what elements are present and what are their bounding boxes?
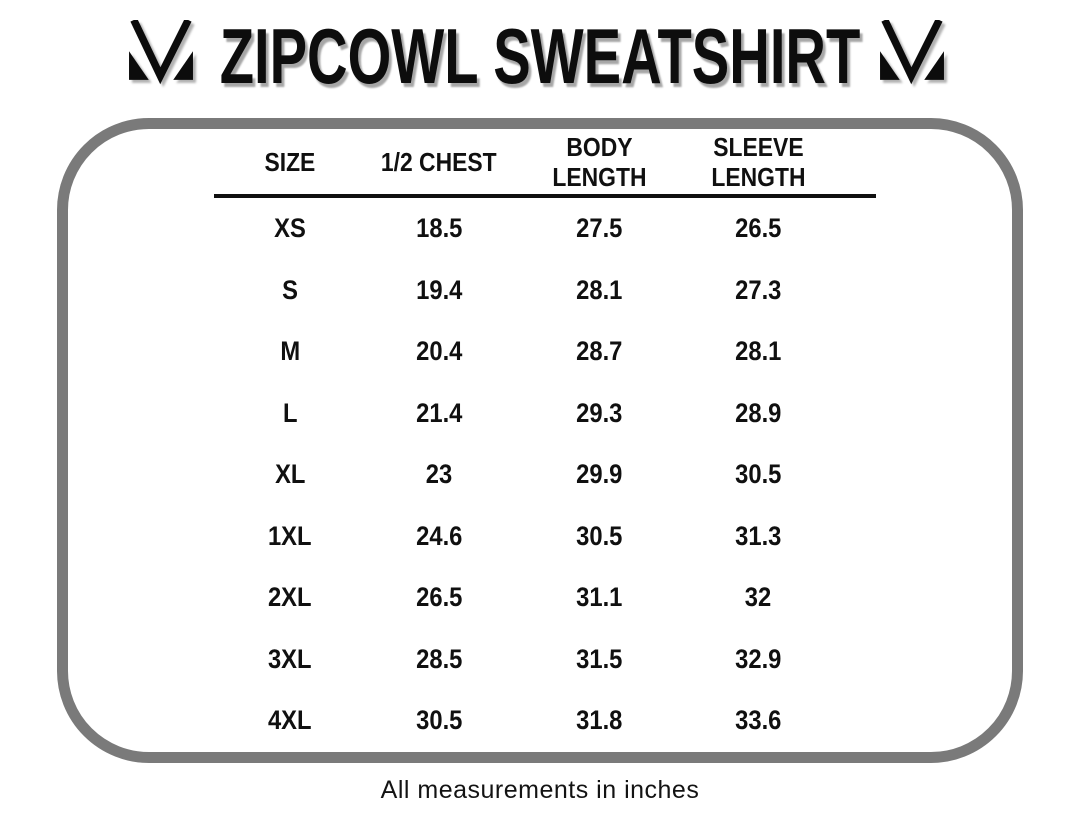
half-chest-cell: 21.4 [366, 398, 512, 429]
column-header-size: SIZE [214, 147, 366, 177]
cell-value: 19.4 [415, 274, 463, 305]
cell-value: 28.7 [575, 336, 623, 367]
half-chest-cell: 28.5 [366, 644, 512, 675]
half-chest-cell: 24.6 [366, 521, 512, 552]
column-header-label: BODY LENGTH [551, 131, 647, 192]
cell-value: 29.3 [575, 397, 623, 428]
cell-value: 30.5 [415, 705, 463, 736]
sleeve-length-cell: 32.9 [686, 644, 830, 675]
body-length-cell: 31.5 [512, 644, 686, 675]
cell-value: 26.5 [734, 213, 782, 244]
cell-value: 2XL [268, 582, 312, 613]
cell-value: 29.9 [575, 459, 623, 490]
table-row: 4XL 30.5 31.8 33.6 [214, 690, 830, 752]
size-cell: 2XL [214, 582, 366, 613]
half-chest-cell: 30.5 [366, 705, 512, 736]
sleeve-length-cell: 31.3 [686, 521, 830, 552]
cell-value: 3XL [268, 643, 312, 674]
size-cell: XS [214, 213, 366, 244]
sleeve-length-cell: 30.5 [686, 459, 830, 490]
cell-value: XS [274, 213, 306, 244]
cell-value: L [282, 397, 298, 428]
cell-value: 28.1 [734, 336, 782, 367]
body-length-cell: 28.7 [512, 336, 686, 367]
body-length-cell: 29.9 [512, 459, 686, 490]
size-cell: M [214, 336, 366, 367]
size-cell: S [214, 275, 366, 306]
cell-value: 28.9 [734, 397, 782, 428]
cell-value: 31.5 [575, 643, 623, 674]
cell-value: 27.3 [734, 274, 782, 305]
size-cell: XL [214, 459, 366, 490]
brand-m-logo-icon [123, 18, 199, 88]
brand-m-logo-icon [874, 18, 950, 88]
title-bar: ZIPCOWL SWEATSHIRT [0, 0, 1080, 103]
cell-value: 26.5 [415, 582, 463, 613]
column-header-sleeve-length: SLEEVE LENGTH [686, 132, 830, 192]
column-header-label: SIZE [264, 146, 316, 177]
body-length-cell: 29.3 [512, 398, 686, 429]
table-row: 1XL 24.6 30.5 31.3 [214, 506, 830, 568]
half-chest-cell: 23 [366, 459, 512, 490]
header-divider-line [214, 194, 876, 198]
cell-value: 30.5 [734, 459, 782, 490]
size-cell: 4XL [214, 705, 366, 736]
table-body: XS 18.5 27.5 26.5 S 19.4 28.1 27.3 M 20.4 28.7 28.1… [214, 198, 876, 752]
half-chest-cell: 19.4 [366, 275, 512, 306]
sleeve-length-cell: 28.1 [686, 336, 830, 367]
size-chart-panel: SIZE 1/2 CHEST BODY LENGTH SLEEVE LENGTH… [57, 118, 1023, 763]
body-length-cell: 31.1 [512, 582, 686, 613]
cell-value: XL [274, 459, 306, 490]
sleeve-length-cell: 26.5 [686, 213, 830, 244]
table-row: M 20.4 28.7 28.1 [214, 321, 830, 383]
cell-value: 33.6 [734, 705, 782, 736]
page-title: ZIPCOWL SWEATSHIRT [219, 12, 861, 100]
table-row: XS 18.5 27.5 26.5 [214, 198, 830, 260]
table-row: XL 23 29.9 30.5 [214, 444, 830, 506]
half-chest-cell: 20.4 [366, 336, 512, 367]
cell-value: 30.5 [575, 520, 623, 551]
table-row: S 19.4 28.1 27.3 [214, 260, 830, 322]
table-header-row: SIZE 1/2 CHEST BODY LENGTH SLEEVE LENGTH [214, 129, 830, 194]
body-length-cell: 30.5 [512, 521, 686, 552]
size-chart-table: SIZE 1/2 CHEST BODY LENGTH SLEEVE LENGTH… [214, 129, 876, 752]
cell-value: 32.9 [734, 643, 782, 674]
sleeve-length-cell: 28.9 [686, 398, 830, 429]
cell-value: 18.5 [415, 213, 463, 244]
sleeve-length-cell: 27.3 [686, 275, 830, 306]
size-cell: 3XL [214, 644, 366, 675]
body-length-cell: 28.1 [512, 275, 686, 306]
body-length-cell: 27.5 [512, 213, 686, 244]
cell-value: 24.6 [415, 520, 463, 551]
cell-value: 28.1 [575, 274, 623, 305]
sleeve-length-cell: 32 [686, 582, 830, 613]
cell-value: 20.4 [415, 336, 463, 367]
cell-value: M [280, 336, 300, 367]
size-cell: L [214, 398, 366, 429]
cell-value: 27.5 [575, 213, 623, 244]
size-cell: 1XL [214, 521, 366, 552]
cell-value: S [282, 274, 298, 305]
column-header-half-chest: 1/2 CHEST [366, 147, 512, 177]
table-row: 2XL 26.5 31.1 32 [214, 567, 830, 629]
cell-value: 1XL [268, 520, 312, 551]
half-chest-cell: 18.5 [366, 213, 512, 244]
cell-value: 21.4 [415, 397, 463, 428]
cell-value: 31.8 [575, 705, 623, 736]
cell-value: 28.5 [415, 643, 463, 674]
column-header-label: 1/2 CHEST [381, 146, 497, 177]
cell-value: 31.1 [575, 582, 623, 613]
cell-value: 31.3 [734, 520, 782, 551]
column-header-label: SLEEVE LENGTH [710, 131, 806, 192]
table-row: L 21.4 29.3 28.9 [214, 383, 830, 445]
half-chest-cell: 26.5 [366, 582, 512, 613]
table-row: 3XL 28.5 31.5 32.9 [214, 629, 830, 691]
column-header-body-length: BODY LENGTH [512, 132, 686, 192]
measurements-footnote: All measurements in inches [380, 776, 700, 804]
sleeve-length-cell: 33.6 [686, 705, 830, 736]
cell-value: 4XL [268, 705, 312, 736]
cell-value: 32 [744, 582, 772, 613]
body-length-cell: 31.8 [512, 705, 686, 736]
cell-value: 23 [425, 459, 453, 490]
